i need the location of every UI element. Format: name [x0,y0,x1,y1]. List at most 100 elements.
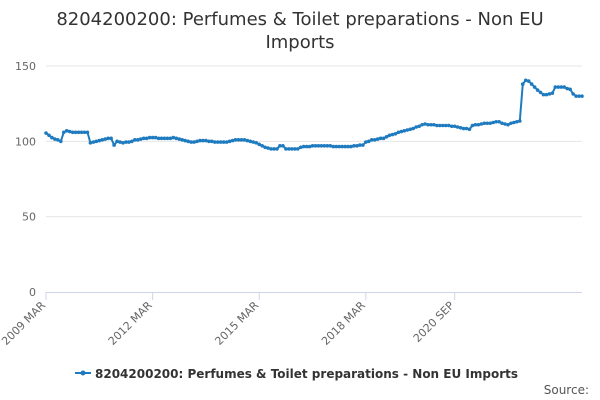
data-point[interactable] [67,129,72,134]
data-point[interactable] [358,143,362,147]
data-point[interactable] [568,87,572,92]
data-point[interactable] [476,122,481,127]
data-point[interactable] [491,120,495,125]
data-point[interactable] [301,144,306,149]
data-point[interactable] [488,121,493,126]
data-point[interactable] [479,122,484,126]
data-point[interactable] [281,144,285,148]
data-point[interactable] [435,123,439,128]
data-point[interactable] [334,144,339,149]
data-point[interactable] [343,144,347,149]
data-point[interactable] [272,147,276,151]
data-point[interactable] [304,144,309,149]
data-point[interactable] [171,135,176,140]
data-point[interactable] [257,142,262,147]
data-point[interactable] [565,86,569,91]
data-point[interactable] [278,144,282,148]
data-point[interactable] [349,144,353,149]
data-point[interactable] [355,144,359,148]
data-point[interactable] [423,122,427,126]
data-point[interactable] [53,137,57,141]
data-point[interactable] [518,119,522,123]
data-point[interactable] [295,147,300,151]
data-point[interactable] [364,140,368,144]
data-point[interactable] [224,140,229,144]
data-point[interactable] [352,144,356,148]
data-point[interactable] [70,130,75,135]
data-point[interactable] [174,136,179,141]
data-point[interactable] [512,120,516,125]
data-point[interactable] [94,139,99,144]
data-point[interactable] [210,139,214,144]
data-point[interactable] [461,126,466,131]
data-point[interactable] [230,138,235,143]
legend[interactable]: 8204200200: Perfumes & Toilet preparatio… [75,367,518,381]
data-point[interactable] [298,145,303,150]
data-point[interactable] [162,136,167,141]
data-point[interactable] [195,139,199,144]
data-point[interactable] [109,136,113,141]
data-point[interactable] [251,140,256,144]
data-point[interactable] [147,135,152,140]
data-point[interactable] [443,123,448,128]
data-point[interactable] [523,78,528,83]
data-point[interactable] [106,136,110,141]
data-point[interactable] [177,137,182,141]
data-point[interactable] [138,137,143,141]
data-point[interactable] [141,136,146,141]
data-point[interactable] [201,138,205,143]
data-point[interactable] [56,138,60,142]
data-point[interactable] [473,122,478,127]
data-point[interactable] [130,139,134,144]
series-line[interactable] [45,79,582,150]
data-point[interactable] [313,144,318,148]
data-point[interactable] [156,136,161,141]
data-point[interactable] [310,144,315,148]
data-point[interactable] [269,147,273,151]
data-point[interactable] [64,128,69,133]
data-point[interactable] [426,122,430,127]
data-point[interactable] [441,123,445,128]
data-point[interactable] [414,125,418,129]
data-point[interactable] [438,123,442,128]
data-point[interactable] [44,131,48,135]
data-point[interactable] [100,138,105,142]
data-point[interactable] [411,126,416,131]
data-point[interactable] [165,136,170,141]
data-point[interactable] [464,126,469,131]
data-point[interactable] [275,147,279,151]
data-point[interactable] [112,143,116,147]
data-point[interactable] [239,138,244,142]
data-point[interactable] [127,140,131,144]
data-point[interactable] [266,146,270,150]
data-point[interactable] [553,85,558,89]
data-point[interactable] [204,138,208,143]
data-point[interactable] [337,144,341,149]
data-point[interactable] [381,136,386,141]
data-point[interactable] [233,138,238,142]
data-point[interactable] [497,119,501,124]
data-point[interactable] [192,140,196,144]
data-point[interactable] [218,140,223,144]
data-point[interactable] [366,139,371,144]
data-point[interactable] [207,139,211,144]
data-point[interactable] [506,122,510,127]
data-point[interactable] [85,130,90,135]
data-point[interactable] [153,135,158,140]
data-point[interactable] [556,85,561,89]
data-point[interactable] [263,145,267,150]
data-point[interactable] [103,137,108,141]
data-point[interactable] [550,91,555,95]
credit-label[interactable]: Source: [544,383,589,397]
data-point[interactable] [432,122,436,127]
data-point[interactable] [571,92,575,96]
data-point[interactable] [221,140,226,144]
data-point[interactable] [79,130,84,135]
data-point[interactable] [97,138,102,143]
data-point[interactable] [325,144,330,148]
data-point[interactable] [180,138,185,142]
data-point[interactable] [529,82,534,86]
data-point[interactable] [470,123,475,128]
data-point[interactable] [577,94,581,98]
data-point[interactable] [236,138,241,142]
